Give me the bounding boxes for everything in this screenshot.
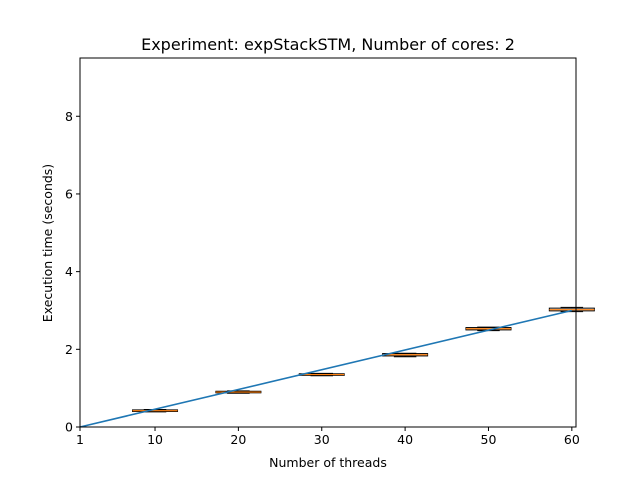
y-tick-label: 4: [65, 264, 73, 279]
plot-frame: [79, 57, 577, 428]
x-tick-label: 60: [564, 432, 580, 447]
x-tick-label: 10: [147, 432, 163, 447]
y-axis-label: Execution time (seconds): [40, 164, 55, 322]
x-tick-label: 40: [397, 432, 413, 447]
y-tick-label: 8: [65, 109, 73, 124]
series-line: [79, 309, 573, 428]
y-tick-label: 0: [65, 420, 73, 435]
x-axis-label: Number of threads: [269, 455, 387, 470]
x-tick-label: 20: [230, 432, 246, 447]
y-tick-label: 6: [65, 186, 73, 201]
x-tick-label: 1: [76, 432, 84, 447]
chart-marks: 1 10 20 30 40 50 60 0 2 4 6 8: [65, 109, 595, 447]
x-tick-label: 50: [481, 432, 497, 447]
y-tick-label: 2: [65, 342, 73, 357]
x-tick-label: 30: [314, 432, 330, 447]
chart-title: Experiment: expStackSTM, Number of cores…: [141, 35, 515, 54]
